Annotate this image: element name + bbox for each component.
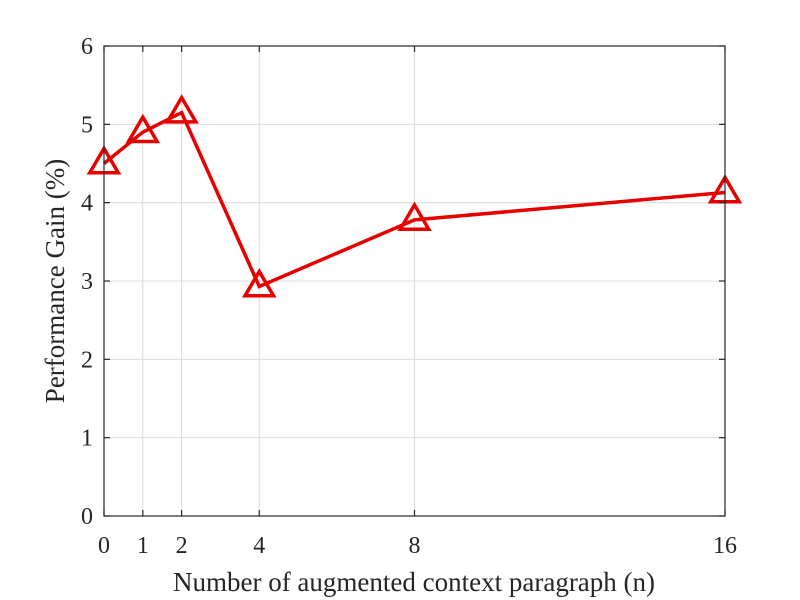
y-tick-label: 6 <box>81 34 93 60</box>
x-tick-label: 0 <box>98 533 110 559</box>
data-point-marker <box>164 94 199 124</box>
tick-labels: 0 1 2 4 8 16 0 1 2 3 4 5 6 <box>81 34 737 559</box>
data-point-marker <box>125 113 161 144</box>
y-tick-label: 3 <box>81 269 93 295</box>
y-tick-label: 5 <box>81 112 93 138</box>
ticks-layer <box>103 45 726 517</box>
grid-layer <box>103 45 726 517</box>
y-tick-label: 1 <box>81 426 93 452</box>
x-tick-label: 1 <box>137 533 149 559</box>
x-tick-label: 16 <box>713 533 737 559</box>
y-axis-label: Performance Gain (%) <box>40 159 70 403</box>
y-tick-label: 2 <box>81 347 93 373</box>
series-line <box>102 110 726 289</box>
x-tick-label: 4 <box>253 533 265 559</box>
x-axis-label: Number of augmented context paragraph (n… <box>173 567 655 597</box>
y-tick-label: 0 <box>81 504 93 530</box>
y-tick-label: 4 <box>81 191 93 217</box>
x-tick-label: 8 <box>409 533 421 559</box>
data-point-marker <box>397 201 432 231</box>
x-tick-label: 2 <box>176 533 188 559</box>
series-layer <box>86 94 743 298</box>
data-point-marker <box>241 268 277 298</box>
